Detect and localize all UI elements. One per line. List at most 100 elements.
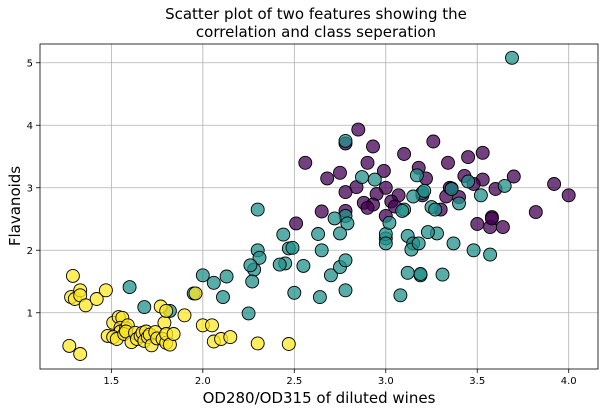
data-point: [89, 292, 104, 306]
data-point: [338, 283, 353, 298]
data-point: [505, 50, 519, 65]
data-point: [216, 290, 230, 305]
data-point: [483, 247, 498, 262]
data-point: [285, 240, 300, 255]
data-point: [338, 133, 353, 148]
y-tick-label: 2: [27, 246, 33, 257]
data-point: [206, 275, 221, 290]
data-point: [137, 300, 152, 315]
data-point: [188, 286, 203, 301]
data-point: [393, 288, 408, 303]
data-point: [298, 155, 313, 170]
data-point: [205, 318, 219, 333]
data-point: [351, 122, 366, 137]
data-point: [497, 178, 512, 193]
data-point: [320, 171, 335, 186]
y-axis-ticks: 1 2 3 4 5: [27, 58, 40, 319]
data-point: [98, 283, 113, 298]
data-point: [250, 202, 265, 217]
data-point: [495, 220, 510, 235]
data-point: [473, 188, 488, 203]
data-point: [340, 216, 355, 231]
data-point: [177, 308, 192, 323]
data-point: [272, 257, 287, 272]
data-point: [461, 174, 476, 189]
data-points: [62, 50, 576, 361]
data-point: [461, 150, 476, 165]
data-point: [484, 211, 499, 226]
data-point: [333, 165, 347, 180]
data-point: [366, 139, 380, 154]
data-point: [355, 170, 369, 185]
data-point: [411, 236, 426, 251]
data-point: [397, 147, 412, 161]
data-point: [281, 337, 296, 351]
data-point: [333, 226, 347, 241]
x-tick-label: 3.0: [378, 376, 394, 387]
data-point: [296, 258, 311, 273]
data-point: [241, 306, 256, 321]
data-point: [435, 267, 450, 282]
data-point: [446, 236, 461, 251]
data-point: [444, 182, 459, 196]
data-point: [452, 196, 466, 211]
data-point: [420, 225, 435, 240]
data-point: [219, 269, 234, 284]
data-point: [475, 145, 490, 160]
data-point: [314, 243, 329, 258]
x-tick-label: 1.5: [103, 376, 119, 387]
data-point: [417, 183, 432, 198]
plot-area-frame: [39, 43, 599, 370]
data-point: [426, 134, 441, 149]
data-point: [338, 253, 353, 268]
data-point: [195, 268, 210, 283]
x-axis-ticks: 1.5 2.0 2.5 3.0 3.5 4.0: [103, 369, 577, 387]
x-tick-label: 2.5: [286, 376, 302, 387]
chart-title-line-1: Scatter plot of two features showing the: [165, 5, 467, 23]
data-point: [312, 290, 327, 305]
data-point: [382, 215, 397, 230]
data-point: [250, 336, 265, 351]
chart-title: Scatter plot of two features showing the…: [165, 5, 467, 41]
data-point: [327, 211, 342, 226]
data-point: [528, 205, 543, 220]
data-point: [323, 268, 338, 283]
data-point: [314, 204, 329, 219]
x-axis-label: OD280/OD315 of diluted wines: [203, 389, 436, 407]
data-point: [360, 155, 375, 170]
chart-title-line-2: correlation and class seperation: [196, 23, 436, 41]
data-point: [441, 155, 455, 170]
data-point: [166, 327, 181, 341]
data-point: [122, 280, 137, 295]
y-tick-label: 3: [27, 183, 33, 194]
data-point: [367, 172, 382, 187]
data-point: [413, 267, 428, 281]
data-point: [466, 243, 481, 258]
data-point: [378, 236, 393, 251]
data-point: [338, 185, 353, 200]
data-point: [245, 274, 260, 289]
x-tick-label: 4.0: [561, 376, 577, 387]
data-point: [470, 217, 485, 231]
x-tick-label: 2.0: [195, 376, 211, 387]
y-tick-label: 5: [27, 58, 33, 69]
data-point: [287, 285, 302, 300]
data-point: [506, 169, 521, 184]
data-point: [406, 189, 421, 204]
y-tick-label: 1: [27, 308, 33, 319]
data-point: [289, 216, 304, 231]
data-point: [78, 298, 93, 313]
data-point: [243, 258, 258, 273]
data-point: [252, 250, 267, 265]
data-point: [561, 188, 576, 203]
data-point: [159, 303, 174, 318]
data-point: [276, 227, 291, 242]
data-point: [400, 265, 415, 280]
data-point: [376, 163, 391, 178]
y-tick-label: 4: [27, 121, 33, 132]
data-point: [547, 177, 562, 191]
data-point: [73, 347, 88, 361]
data-point: [409, 168, 424, 183]
y-axis-label: Flavanoids: [6, 166, 24, 246]
